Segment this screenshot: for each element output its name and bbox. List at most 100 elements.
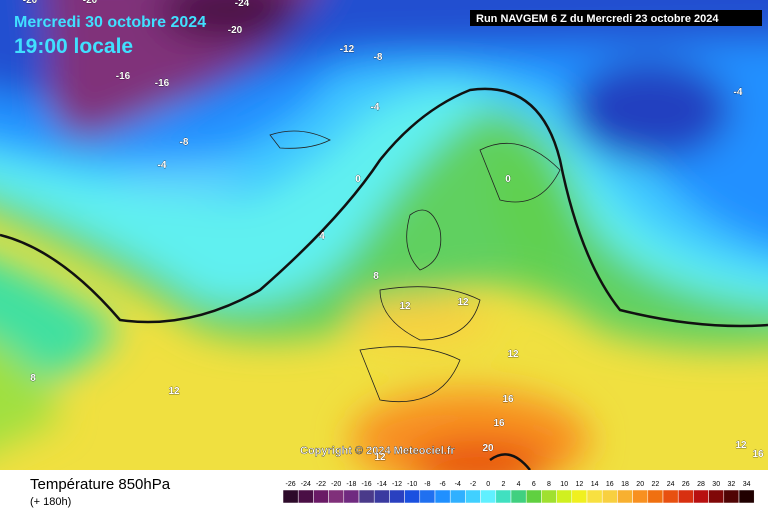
legend-label: 0 [486, 481, 490, 488]
legend-label: -6 [439, 481, 445, 488]
legend-label: -10 [407, 481, 417, 488]
legend-swatch [328, 489, 345, 504]
legend-label: -24 [301, 481, 311, 488]
contour-label: 16 [493, 418, 505, 429]
contour-label: 12 [457, 297, 469, 308]
legend-label: -12 [392, 481, 402, 488]
legend-swatch [617, 489, 633, 504]
legend-swatch [662, 489, 679, 504]
legend-swatch [571, 489, 588, 504]
legend-label: 28 [697, 481, 705, 488]
legend-label: -2 [470, 481, 476, 488]
contour-label: 0 [355, 174, 361, 185]
legend-swatch [404, 489, 421, 504]
contour-label: -20 [23, 0, 38, 6]
legend-label: 20 [636, 481, 644, 488]
contour-label: 12 [374, 452, 386, 463]
run-box [470, 10, 762, 26]
contour-label: 16 [502, 394, 514, 405]
contour-label: 20 [482, 443, 494, 454]
legend-label: -20 [331, 481, 341, 488]
contour-label: -20 [83, 0, 98, 6]
legend-label: 14 [591, 481, 599, 488]
contour-label: 8 [373, 271, 379, 282]
legend-label: 6 [532, 481, 536, 488]
legend-label: 10 [560, 481, 568, 488]
legend-label: 16 [606, 481, 614, 488]
legend-swatch [343, 489, 360, 504]
legend-swatch [465, 489, 481, 504]
legend-label: 30 [712, 481, 720, 488]
contour-label: -4 [734, 87, 743, 98]
run-label: Run NAVGEM 6 Z du Mercredi 23 octobre 20… [476, 13, 719, 25]
legend-swatch [495, 489, 512, 504]
legend-swatch [434, 489, 451, 504]
footer-lead: (+ 180h) [30, 496, 71, 508]
legend-swatch [541, 489, 557, 504]
legend-swatch [693, 489, 709, 504]
legend-label: 26 [682, 481, 690, 488]
copyright: Copyright © 2024 Meteociel.fr [300, 445, 456, 457]
legend-label: -18 [346, 481, 356, 488]
legend-swatch [632, 489, 649, 504]
color-legend: -26 -24 -22 -20 -18 -16 -14 -12 -10 -8 -6 -4 -2 0 2 4 6 8… [282, 481, 755, 504]
contour-labels: -20 -20 -24 -20 -12 -8 -16 -16 -4 -8 -4 0 0 -4 4 8 12 12 1… [23, 0, 765, 463]
legend-swatch [313, 489, 329, 504]
legend-label: -26 [286, 481, 296, 488]
legend-swatch [708, 489, 725, 504]
legend-label: 4 [517, 481, 521, 488]
time-label: 19:00 locale [14, 35, 133, 58]
legend-label: -8 [424, 481, 430, 488]
contour-label: 16 [752, 449, 764, 460]
contour-label: -4 [371, 102, 380, 113]
legend-label: -14 [377, 481, 387, 488]
legend-label: 2 [501, 481, 505, 488]
legend-swatch [510, 489, 527, 504]
legend-label: 8 [547, 481, 551, 488]
legend-label: 32 [728, 481, 736, 488]
legend-swatch [389, 489, 405, 504]
legend-label: 34 [743, 481, 751, 488]
legend-swatch [297, 489, 314, 504]
contour-label: -8 [180, 137, 189, 148]
date-label: Mercredi 30 octobre 2024 [14, 14, 206, 31]
contour-label: 12 [507, 349, 519, 360]
contour-label: -24 [235, 0, 250, 9]
contour-label: -8 [374, 52, 383, 63]
contour-label: 0 [505, 174, 511, 185]
contour-label: 4 [319, 231, 325, 242]
temperature-field [0, 0, 768, 470]
contour-label: -16 [116, 71, 131, 82]
legend-swatch [647, 489, 664, 504]
legend-swatch [419, 489, 436, 504]
legend-swatch [282, 489, 299, 504]
legend-label: 18 [621, 481, 629, 488]
legend-label: 12 [576, 481, 584, 488]
legend-label: -22 [316, 481, 326, 488]
legend-swatch [449, 489, 466, 504]
contour-label: -12 [340, 44, 355, 55]
legend-label: 22 [652, 481, 660, 488]
contour-label: -16 [155, 78, 170, 89]
legend-label: 24 [667, 481, 675, 488]
footer-title: Température 850hPa [30, 476, 171, 493]
legend-swatch [358, 489, 375, 504]
contour-label: 8 [30, 373, 36, 384]
legend-swatch [723, 489, 740, 504]
legend-swatch [738, 489, 755, 504]
legend-swatch [373, 489, 390, 504]
contour-label: 12 [168, 386, 180, 397]
legend-swatch [480, 489, 497, 504]
contour-label: 12 [735, 440, 747, 451]
legend-swatch [586, 489, 603, 504]
legend-swatch [601, 489, 618, 504]
legend-swatch [556, 489, 573, 504]
contour-label: -4 [158, 160, 167, 171]
legend-swatch [525, 489, 542, 504]
legend-label: -16 [362, 481, 372, 488]
contour-label: 12 [399, 301, 411, 312]
contour-label: -20 [228, 25, 243, 36]
legend-label: -4 [455, 481, 461, 488]
legend-swatch [677, 489, 694, 504]
